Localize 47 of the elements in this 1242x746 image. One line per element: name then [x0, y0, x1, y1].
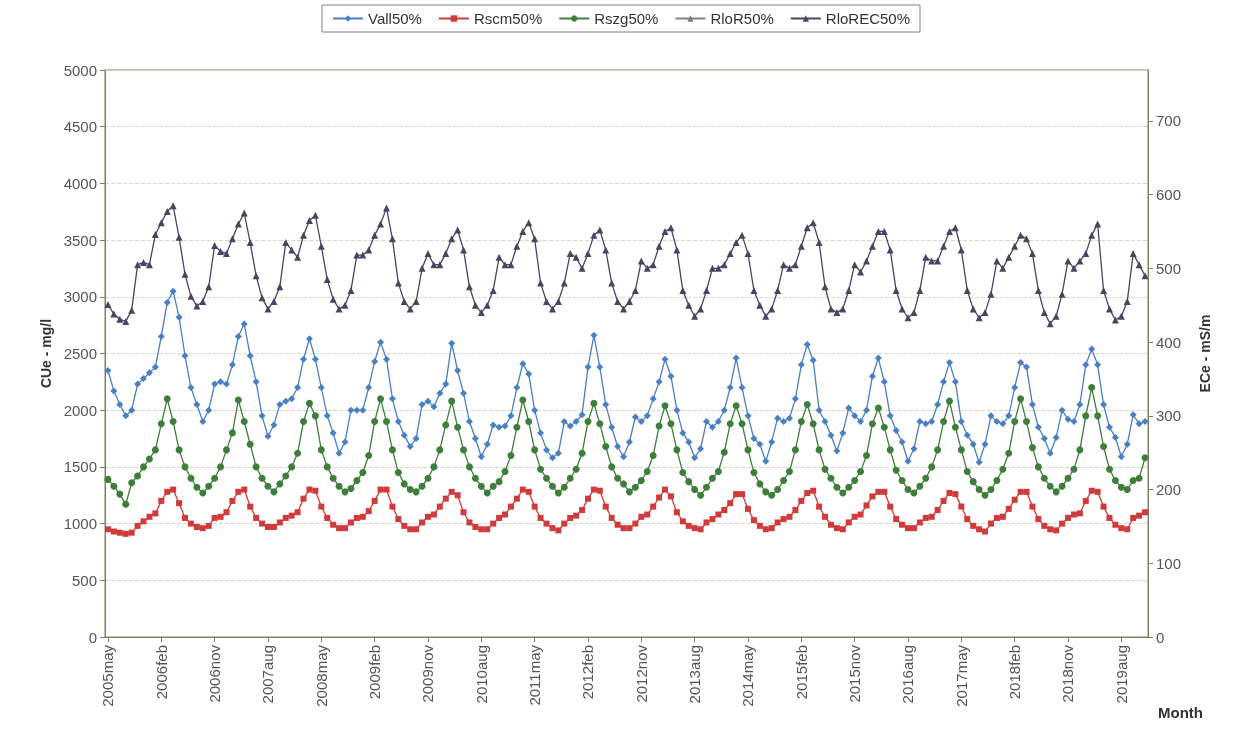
x-tick-label: 2010aug [472, 645, 490, 704]
y-tick-label: 4000 [63, 174, 97, 192]
legend-label: Vall50% [367, 10, 422, 27]
x-tick-label: 2014may [739, 644, 757, 707]
x-tick-label: 2006feb [152, 645, 170, 700]
x-tick-label: 2011may [526, 644, 544, 706]
x-tick-label: 2012nov [632, 644, 650, 703]
x-tick-label: 2005may [99, 644, 117, 707]
y-axis-title: CUe - mg/l [37, 318, 54, 389]
y-tick-label: 1000 [63, 515, 97, 533]
y-tick-label: 4500 [63, 118, 97, 136]
legend-label: Rszg50% [594, 10, 659, 27]
y-tick-label: 5000 [63, 61, 97, 79]
y-tick-label: 2000 [63, 401, 97, 419]
y-tick-label: 500 [71, 571, 97, 589]
x-tick-label: 2006nov [206, 644, 224, 703]
x-tick-label: 2015feb [792, 645, 810, 700]
legend-label: RloREC50% [825, 10, 911, 27]
x-tick-label: 2016aug [899, 645, 917, 704]
y2-tick-label: 600 [1156, 186, 1182, 204]
x-tick-label: 2015nov [846, 644, 864, 703]
x-tick-label: 2019aug [1112, 645, 1130, 704]
y2-axis-title: ECe - mS/m [1197, 314, 1213, 393]
x-tick-label: 2018nov [1059, 644, 1077, 703]
x-tick-label: 2012feb [579, 645, 597, 700]
y-tick-label: 3500 [63, 231, 97, 249]
y-tick-label: 1500 [63, 458, 97, 476]
x-tick-label: 2013aug [686, 645, 704, 704]
y2-tick-label: 300 [1156, 407, 1182, 425]
x-tick-label: 2017may [952, 644, 970, 707]
x-tick-label: 2009nov [419, 644, 437, 703]
x-tick-label: 2018feb [1006, 645, 1024, 700]
x-tick-label: 2008may [312, 644, 330, 707]
legend-label: Rscm50% [473, 10, 543, 27]
legend-label: RloR50% [710, 10, 774, 27]
y2-tick-label: 200 [1156, 481, 1182, 499]
y2-tick-label: 100 [1156, 554, 1182, 572]
x-tick-label: 2009feb [366, 645, 384, 700]
y-tick-label: 2500 [63, 345, 97, 362]
y-tick-label: 0 [88, 628, 97, 646]
y-tick-label: 3000 [63, 288, 97, 306]
y2-tick-label: 0 [1156, 628, 1165, 646]
y2-tick-label: 500 [1156, 259, 1182, 277]
y2-tick-label: 400 [1156, 333, 1182, 351]
y2-tick-label: 700 [1156, 112, 1182, 130]
x-axis-title: Month [1158, 704, 1203, 721]
x-tick-label: 2007aug [259, 645, 277, 704]
